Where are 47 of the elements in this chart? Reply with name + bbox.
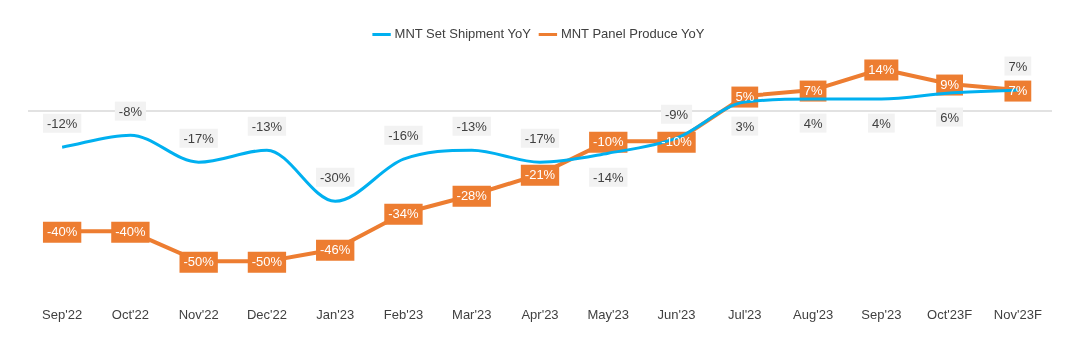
data-label: -21% — [524, 166, 556, 182]
data-label: 5% — [735, 88, 755, 104]
data-label: -17% — [524, 130, 556, 146]
x-tick-label: Sep'23 — [861, 306, 902, 322]
x-tick-label: May'23 — [587, 306, 630, 322]
data-label: -14% — [593, 169, 624, 185]
data-label: -17% — [183, 130, 215, 146]
data-label: -8% — [118, 103, 143, 119]
data-label: -10% — [661, 133, 693, 149]
data-label: 7% — [803, 82, 823, 98]
x-tick-label: Oct'22 — [111, 306, 149, 322]
x-tick-label: Nov'22 — [178, 306, 219, 322]
data-label: 7% — [1008, 82, 1028, 98]
x-tick-label: Mar'23 — [452, 306, 492, 322]
data-label: 4% — [803, 115, 823, 131]
data-label: 9% — [940, 76, 960, 92]
data-label: -13% — [456, 118, 488, 134]
x-tick-label: Nov'23F — [993, 306, 1042, 322]
x-tick-label: Apr'23 — [521, 306, 559, 322]
x-tick-label: Feb'23 — [383, 306, 424, 322]
data-label: 6% — [940, 109, 960, 125]
x-tick-label: Oct'23F — [927, 306, 973, 322]
x-tick-label: Jul'23 — [728, 306, 762, 322]
data-label: -12% — [46, 115, 78, 131]
data-label: -28% — [456, 187, 488, 203]
x-tick-label: Dec'22 — [246, 306, 287, 322]
data-label: 14% — [868, 61, 895, 77]
x-tick-label: Aug'23 — [793, 306, 834, 322]
data-label: -13% — [251, 118, 283, 134]
data-label: -30% — [320, 169, 351, 185]
data-label: -46% — [320, 241, 351, 257]
data-label: 7% — [1008, 58, 1028, 74]
x-tick-label: Sep'22 — [42, 306, 83, 322]
data-label: 3% — [735, 118, 755, 134]
data-label: -16% — [388, 127, 420, 143]
data-label: -50% — [251, 253, 283, 269]
legend-label: MNT Set Shipment YoY — [394, 26, 532, 42]
data-label: -50% — [183, 253, 215, 269]
data-label: -40% — [46, 223, 78, 239]
x-tick-label: Jun'23 — [657, 306, 696, 322]
data-label: 4% — [871, 115, 892, 131]
data-label: -40% — [115, 223, 147, 239]
x-tick-label: Jan'23 — [316, 306, 355, 322]
data-label: -10% — [593, 133, 624, 149]
data-label: -9% — [664, 106, 689, 122]
data-label: -34% — [388, 205, 420, 221]
legend-label: MNT Panel Produce YoY — [560, 26, 705, 42]
